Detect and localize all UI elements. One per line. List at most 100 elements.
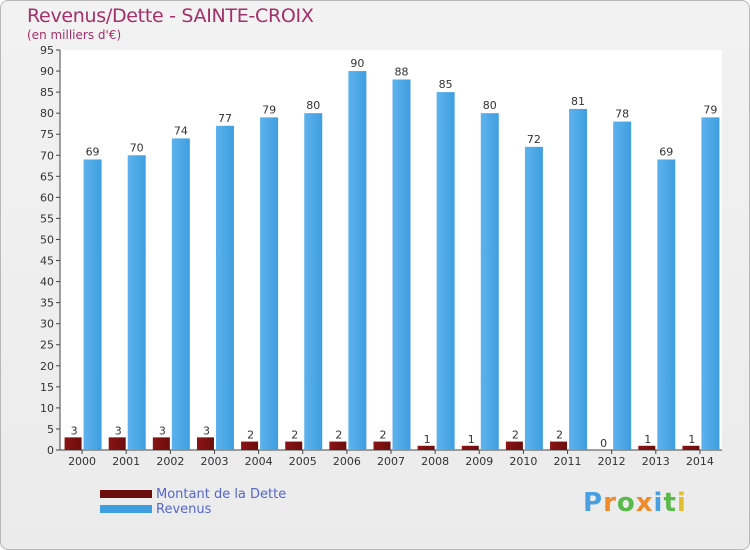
- bar-dette: [329, 441, 347, 450]
- y-tick-label: 85: [40, 86, 54, 99]
- legend-swatch-dette: [100, 490, 152, 498]
- data-label-dette: 2: [247, 429, 254, 442]
- legend-swatch-revenus: [100, 505, 152, 513]
- logo-letter: i: [676, 488, 687, 518]
- bar-revenus: [215, 125, 234, 450]
- y-tick-label: 95: [40, 44, 54, 57]
- logo-letter: x: [635, 488, 654, 518]
- y-tick-label: 35: [40, 297, 54, 310]
- logo-letter: o: [616, 488, 636, 518]
- data-label-dette: 2: [291, 429, 298, 442]
- data-label-revenus: 90: [350, 57, 364, 70]
- y-tick-label: 90: [40, 65, 54, 78]
- data-label-dette: 3: [159, 424, 166, 437]
- x-tick-label: 2011: [554, 455, 582, 468]
- x-tick-label: 2002: [156, 455, 184, 468]
- data-label-revenus: 85: [439, 78, 453, 91]
- logo-letter: i: [653, 488, 664, 518]
- data-label-revenus: 69: [86, 145, 100, 158]
- y-tick-label: 50: [40, 233, 54, 246]
- x-tick-label: 2008: [421, 455, 449, 468]
- data-label-revenus: 77: [218, 112, 232, 125]
- y-tick-label: 60: [40, 191, 54, 204]
- plot-area: [60, 50, 722, 450]
- bar-dette: [682, 445, 700, 450]
- bar-revenus: [392, 79, 411, 450]
- y-tick-label: 25: [40, 339, 54, 352]
- y-tick-label: 45: [40, 255, 54, 268]
- x-tick-label: 2013: [642, 455, 670, 468]
- y-tick-label: 70: [40, 149, 54, 162]
- chart-title: Revenus/Dette - SAINTE-CROIX: [27, 5, 314, 27]
- x-tick-label: 2003: [200, 455, 228, 468]
- x-tick-label: 2007: [377, 455, 405, 468]
- bar-revenus: [436, 92, 455, 451]
- logo-letter: r: [603, 488, 617, 518]
- bar-revenus: [701, 117, 720, 451]
- data-label-dette: 1: [644, 433, 651, 446]
- bar-dette: [285, 441, 303, 450]
- proxiti-logo: Proxiti: [583, 488, 687, 518]
- bar-dette: [241, 441, 259, 450]
- data-label-dette: 2: [335, 429, 342, 442]
- x-tick-label: 2014: [686, 455, 714, 468]
- y-tick-label: 15: [40, 381, 54, 394]
- x-tick-label: 2004: [245, 455, 273, 468]
- data-label-dette: 1: [424, 433, 431, 446]
- bar-revenus: [171, 138, 190, 450]
- chart-subtitle: (en milliers d'€): [27, 28, 122, 42]
- data-label-revenus: 70: [130, 141, 144, 154]
- bar-revenus: [348, 71, 367, 450]
- bar-dette: [461, 445, 479, 450]
- data-label-dette: 3: [71, 424, 78, 437]
- data-label-revenus: 81: [571, 95, 585, 108]
- y-tick-label: 30: [40, 318, 54, 331]
- data-label-revenus: 72: [527, 133, 541, 146]
- data-label-dette: 1: [468, 433, 475, 446]
- x-tick-label: 2006: [333, 455, 361, 468]
- x-tick-label: 2001: [112, 455, 140, 468]
- bar-revenus: [657, 159, 676, 450]
- logo-letter: P: [583, 488, 604, 518]
- data-label-revenus: 88: [395, 65, 409, 78]
- y-tick-label: 5: [47, 423, 54, 436]
- legend-label-revenus: Revenus: [156, 501, 212, 517]
- legend-item-revenus: Revenus: [100, 501, 212, 517]
- bar-dette: [638, 445, 656, 450]
- bar-dette: [152, 437, 170, 450]
- data-label-revenus: 74: [174, 124, 188, 137]
- x-tick-label: 2010: [509, 455, 537, 468]
- bar-dette: [417, 445, 435, 450]
- data-label-dette: 2: [380, 429, 387, 442]
- y-tick-label: 75: [40, 128, 54, 141]
- bar-dette: [64, 437, 82, 450]
- bar-revenus: [260, 117, 279, 451]
- data-label-revenus: 78: [615, 108, 629, 121]
- y-tick-label: 10: [40, 402, 54, 415]
- logo-letter: t: [663, 488, 677, 518]
- bar-dette: [373, 441, 391, 450]
- legend-label-dette: Montant de la Dette: [156, 486, 287, 502]
- data-label-dette: 2: [512, 429, 519, 442]
- bar-revenus: [127, 155, 146, 450]
- y-tick-label: 40: [40, 276, 54, 289]
- data-label-revenus: 80: [483, 99, 497, 112]
- bar-revenus: [613, 121, 632, 450]
- data-label-dette: 3: [115, 424, 122, 437]
- bar-revenus: [83, 159, 102, 450]
- bar-dette: [505, 441, 523, 450]
- bar-revenus: [480, 113, 499, 450]
- y-tick-label: 20: [40, 360, 54, 373]
- x-tick-label: 2000: [68, 455, 96, 468]
- data-label-revenus: 69: [659, 145, 673, 158]
- bar-revenus: [304, 113, 323, 450]
- y-tick-label: 80: [40, 107, 54, 120]
- y-tick-label: 65: [40, 170, 54, 183]
- data-label-dette: 2: [556, 429, 563, 442]
- y-tick-label: 0: [47, 444, 54, 457]
- data-label-dette: 3: [203, 424, 210, 437]
- x-tick-label: 2005: [289, 455, 317, 468]
- x-tick-label: 2009: [465, 455, 493, 468]
- data-label-revenus: 79: [703, 103, 717, 116]
